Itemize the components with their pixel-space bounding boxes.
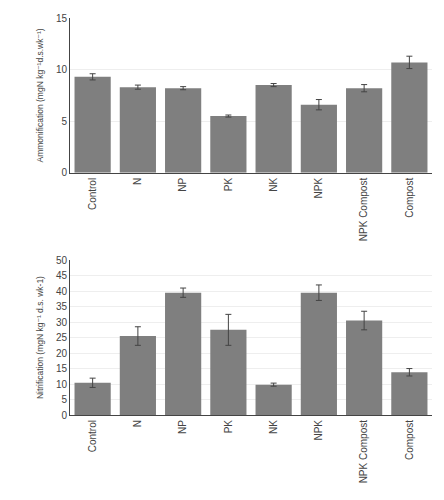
svg-text:NPK Compost: NPK Compost (358, 178, 369, 242)
svg-text:10: 10 (56, 379, 68, 390)
svg-text:NP: NP (177, 420, 188, 434)
svg-text:NPK: NPK (313, 178, 324, 199)
svg-text:45: 45 (56, 270, 68, 281)
svg-text:30: 30 (56, 317, 68, 328)
svg-text:Nitrification (mgN kg⁻¹ d.s. w: Nitrification (mgN kg⁻¹ d.s. wk-1) (35, 276, 45, 399)
svg-text:Compost: Compost (404, 178, 415, 218)
svg-text:0: 0 (61, 167, 67, 178)
svg-text:25: 25 (56, 332, 68, 343)
svg-text:N: N (132, 420, 143, 427)
svg-text:Ammonification (mgN kg⁻¹d.s.wk: Ammonification (mgN kg⁻¹d.s.wk⁻¹) (35, 28, 45, 162)
svg-text:NK: NK (268, 420, 279, 434)
svg-text:NK: NK (268, 178, 279, 192)
svg-text:5: 5 (61, 394, 67, 405)
svg-text:Control: Control (87, 420, 98, 452)
svg-text:50: 50 (56, 255, 68, 266)
svg-text:15: 15 (56, 363, 68, 374)
svg-text:Control: Control (87, 178, 98, 210)
svg-text:PK: PK (223, 178, 234, 192)
svg-text:N: N (132, 178, 143, 185)
svg-text:NPK: NPK (313, 420, 324, 441)
svg-text:NP: NP (177, 178, 188, 192)
svg-text:PK: PK (223, 420, 234, 434)
svg-text:15: 15 (56, 13, 68, 24)
svg-text:5: 5 (61, 116, 67, 127)
svg-text:Compost: Compost (404, 420, 415, 460)
svg-text:20: 20 (56, 348, 68, 359)
svg-text:10: 10 (56, 64, 68, 75)
svg-text:35: 35 (56, 301, 68, 312)
svg-text:NPK Compost: NPK Compost (358, 420, 369, 484)
svg-text:40: 40 (56, 286, 68, 297)
svg-text:0: 0 (61, 410, 67, 421)
